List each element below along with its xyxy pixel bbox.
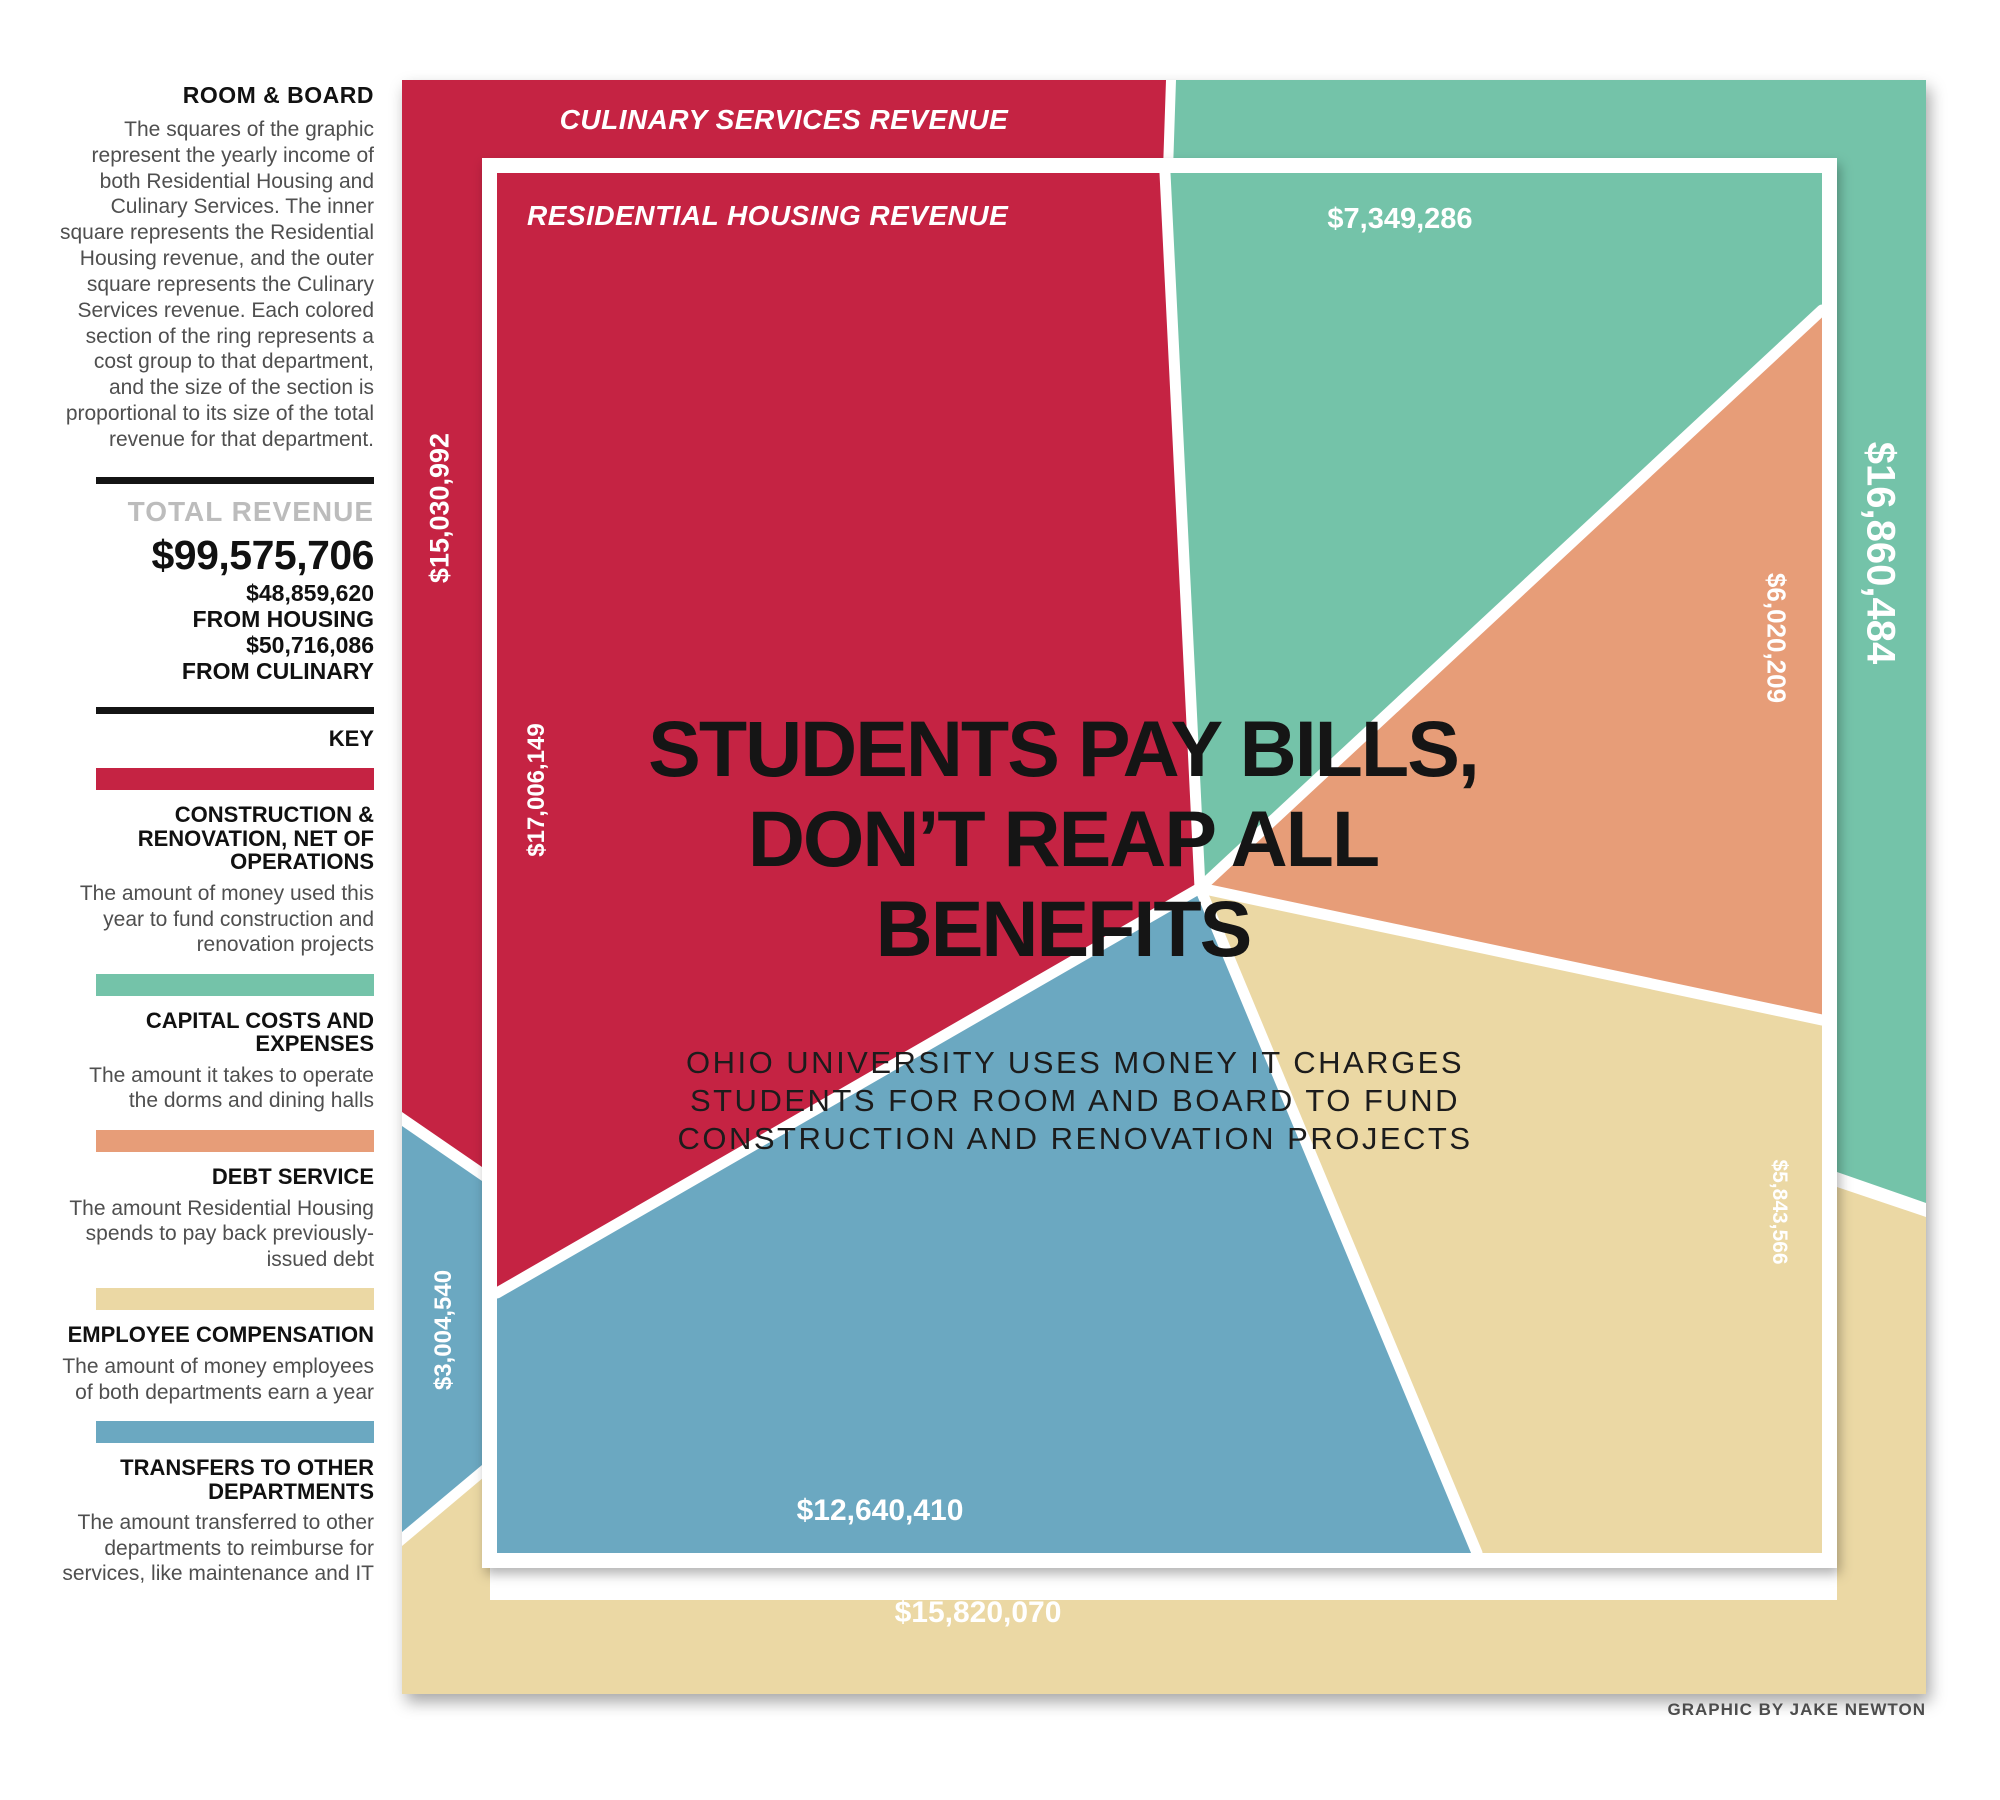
key-desc-construction: The amount of money used this year to fu… [79,881,374,957]
key-swatch-employee [96,1288,374,1311]
value-inner-debt: $6,020,209 [1761,572,1792,704]
inner-segment-transfers-blue [497,888,1477,1553]
headline: STUDENTS PAY BILLS, DON’T REAP ALL BENEF… [600,704,1526,974]
key-desc-transfers: The amount transferred to other departme… [62,1511,374,1586]
inner-segment-capital-teal [1165,173,1822,888]
credit-byline: GRAPHIC BY JAKE NEWTON [1667,1700,1926,1719]
headline-line1: STUDENTS PAY BILLS, [648,704,1480,793]
key-title-debt: DEBT SERVICE [211,1164,374,1190]
inner-segment-construction-red [497,173,1200,1293]
value-inner-transfers: $12,640,410 [796,1494,964,1527]
divider [96,707,374,715]
sidebar-heading: ROOM & BOARD [182,82,374,108]
key-desc-debt: The amount Residential Housing spends to… [69,1196,374,1271]
value-outer-construction: $15,030,992 [424,432,455,584]
key-title-employee: EMPLOYEE COMPENSATION [67,1322,374,1348]
headline-line3: BENEFITS [875,884,1253,973]
total-revenue-value: $99,575,706 [151,531,374,578]
outer-ring-title: CULINARY SERVICES REVENUE [559,104,1009,135]
total-revenue-label: TOTAL REVENUE [127,495,374,527]
inner-square-title: RESIDENTIAL HOUSING REVENUE [527,200,1009,231]
value-outer-employee: $15,820,070 [894,1596,1062,1629]
housing-label: FROM HOUSING [192,605,374,632]
value-inner-employee: $5,843,566 [1768,1159,1791,1265]
subheadline-line1: OHIO UNIVERSITY USES MONEY IT CHARGES [685,1045,1465,1080]
key-swatch-construction [96,768,374,791]
key-title-transfers: TRANSFERS TO OTHER DEPARTMENTS [120,1455,374,1504]
housing-amount: $48,859,620 [246,579,374,606]
key-desc-capital: The amount it takes to operate the dorms… [89,1063,374,1113]
divider [96,476,374,484]
culinary-amount: $50,716,086 [246,632,374,659]
key-title-construction: CONSTRUCTION & RENOVATION, NET OF OPERAT… [137,802,374,875]
value-outer-transfers: $3,004,540 [430,1269,457,1391]
segment-separators [491,167,1828,1559]
subheadline: OHIO UNIVERSITY USES MONEY IT CHARGES ST… [540,1044,1610,1158]
headline-line2: DON’T REAP ALL [747,794,1380,883]
key-swatch-debt [96,1130,374,1153]
key-swatch-transfers [96,1421,374,1444]
key-heading: KEY [328,726,374,752]
sidebar-intro-text: The squares of the graphic represent the… [59,118,374,451]
culinary-label: FROM CULINARY [181,658,374,685]
outer-segment-transfers-blue [402,1126,482,1532]
outer-segment-employee-tan [402,1187,1926,1694]
sidebar: ROOM & BOARD The squares of the graphic … [56,82,375,1587]
key-title-capital: CAPITAL COSTS AND EXPENSES [145,1007,374,1057]
key-swatch-capital [96,973,374,996]
subheadline-line3: CONSTRUCTION AND RENOVATION PROJECTS [677,1121,1473,1156]
inner-segment-employee-tan [1200,888,1822,1553]
value-inner-construction: $17,006,149 [523,723,550,857]
value-inner-capital: $7,349,286 [1327,203,1473,235]
subheadline-line2: STUDENTS FOR ROOM AND BOARD TO FUND [689,1083,1461,1118]
value-outer-capital: $16,860,484 [1858,441,1903,665]
key-desc-employee: The amount of money employees of both de… [62,1354,374,1404]
inner-segment-debt-salmon [1200,310,1822,1020]
